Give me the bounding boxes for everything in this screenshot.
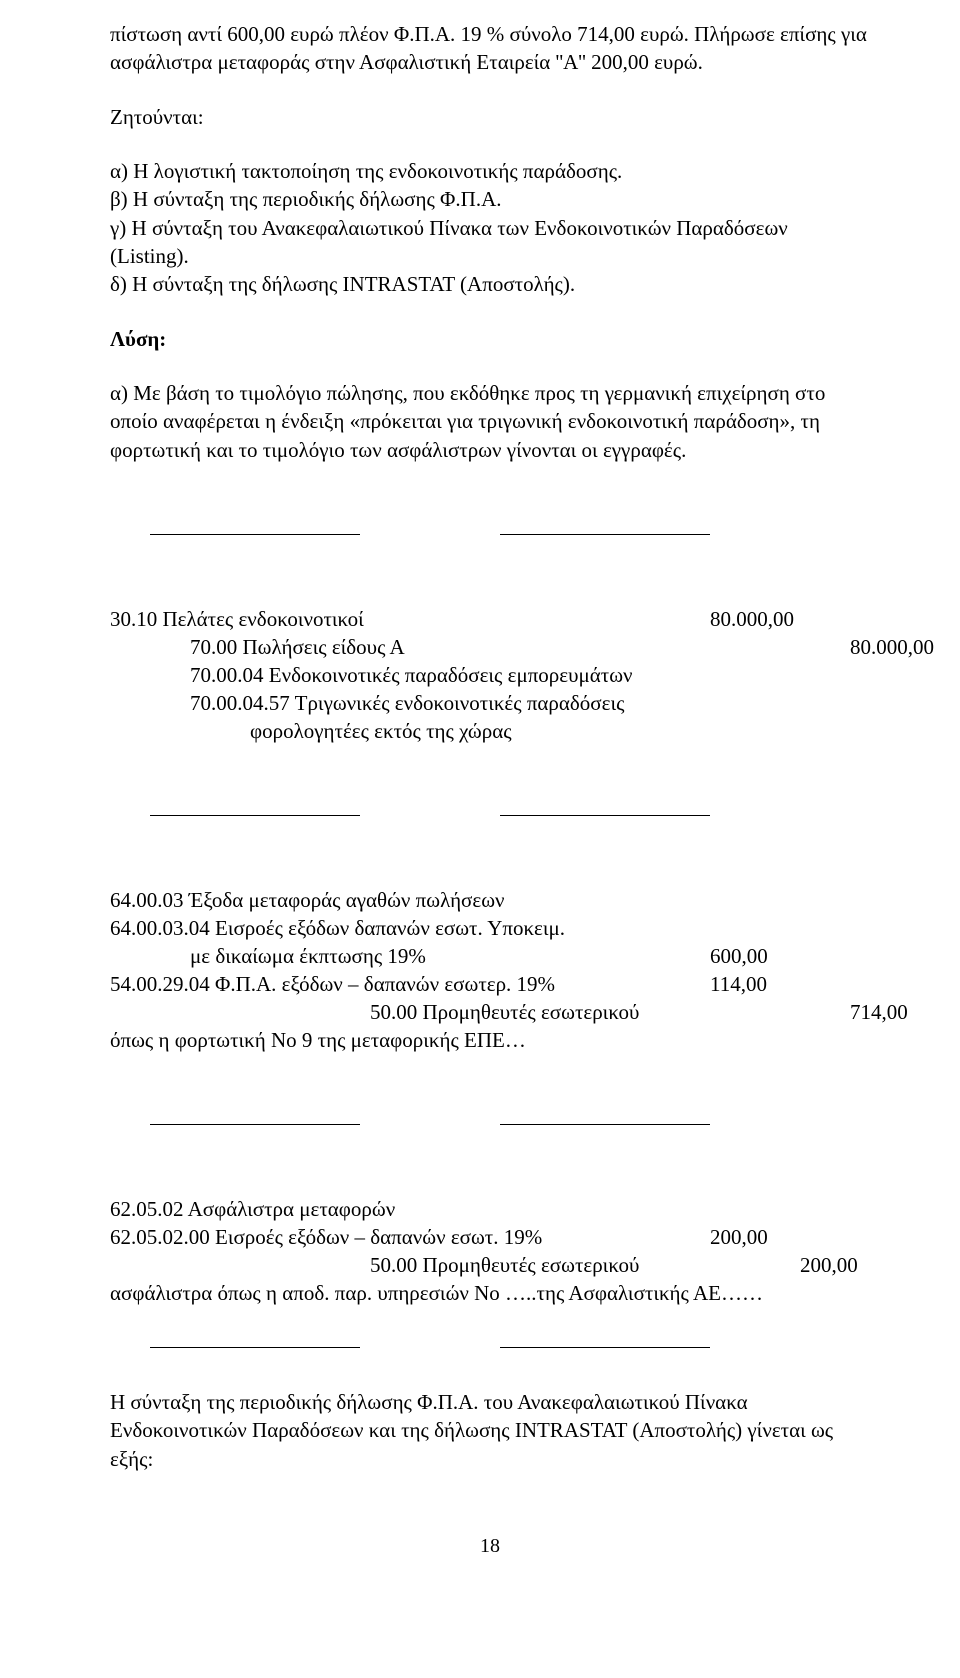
- page-number: 18: [110, 1533, 870, 1560]
- entry-amount-debit: 200,00: [710, 1223, 768, 1251]
- entry-label: 62.05.02.00 Εισροές εξόδων – δαπανών εσω…: [110, 1225, 542, 1249]
- entry-row: 64.00.03.04 Εισροές εξόδων δαπανών εσωτ.…: [110, 914, 870, 942]
- entry-label: 70.00.04 Ενδοκοινοτικές παραδόσεις εμπορ…: [190, 663, 633, 687]
- journal-entry-2: 64.00.03 Έξοδα μεταφοράς αγαθών πωλήσεων…: [110, 886, 870, 1054]
- journal-entry-3: 62.05.02 Ασφάλιστρα μεταφορών 62.05.02.0…: [110, 1195, 870, 1307]
- entry-label: όπως η φορτωτική Νο 9 της μεταφορικής ΕΠ…: [110, 1028, 526, 1052]
- zitountai-list: α) Η λογιστική τακτοποίηση της ενδοκοινο…: [110, 157, 870, 299]
- entry-amount-debit: 80.000,00: [710, 605, 794, 633]
- entry-row: με δικαίωμα έκπτωσης 19% 600,00: [110, 942, 870, 970]
- entry-amount-credit: 80.000,00: [850, 633, 934, 661]
- entry-label: φορολογητέες εκτός της χώρας: [250, 719, 512, 743]
- entry-row: ασφάλιστρα όπως η αποδ. παρ. υπηρεσιών Ν…: [110, 1279, 870, 1307]
- separator-rule: [150, 534, 360, 535]
- entry-label: 54.00.29.04 Φ.Π.Α. εξόδων – δαπανών εσωτ…: [110, 972, 555, 996]
- journal-entry-1: 30.10 Πελάτες ενδοκοινοτικοί 80.000,00 7…: [110, 605, 870, 745]
- entry-label: 30.10 Πελάτες ενδοκοινοτικοί: [110, 607, 364, 631]
- intro-paragraph: πίστωση αντί 600,00 ευρώ πλέον Φ.Π.Α. 19…: [110, 20, 870, 77]
- entry-row: 64.00.03 Έξοδα μεταφοράς αγαθών πωλήσεων: [110, 886, 870, 914]
- entry-row: 62.05.02 Ασφάλιστρα μεταφορών: [110, 1195, 870, 1223]
- entry-amount-credit: 200,00: [800, 1251, 858, 1279]
- separator-rule: [150, 815, 360, 816]
- entry-row: 50.00 Προμηθευτές εσωτερικού 714,00: [110, 998, 870, 1026]
- separator-rule: [500, 815, 710, 816]
- entry-row: 70.00.04 Ενδοκοινοτικές παραδόσεις εμπορ…: [110, 661, 870, 689]
- separator-rule: [500, 534, 710, 535]
- entry-amount-debit: 600,00: [710, 942, 768, 970]
- entry-amount-credit: 714,00: [850, 998, 908, 1026]
- zitountai-item: β) Η σύνταξη της περιοδικής δήλωσης Φ.Π.…: [110, 185, 870, 213]
- entry-row: 54.00.29.04 Φ.Π.Α. εξόδων – δαπανών εσωτ…: [110, 970, 870, 998]
- entry-row: φορολογητέες εκτός της χώρας: [110, 717, 870, 745]
- zitountai-item: α) Η λογιστική τακτοποίηση της ενδοκοινο…: [110, 157, 870, 185]
- entry-amount-debit: 114,00: [710, 970, 767, 998]
- lysi-paragraph: α) Με βάση το τιμολόγιο πώλησης, που εκδ…: [110, 379, 870, 464]
- entry-label: με δικαίωμα έκπτωσης 19%: [190, 944, 426, 968]
- zitountai-label: Ζητούνται:: [110, 103, 870, 131]
- entry-label: 64.00.03 Έξοδα μεταφοράς αγαθών πωλήσεων: [110, 888, 505, 912]
- entry-label: 70.00.04.57 Τριγωνικές ενδοκοινοτικές πα…: [190, 691, 624, 715]
- entry-row: 50.00 Προμηθευτές εσωτερικού 200,00: [110, 1251, 870, 1279]
- closing-paragraph: Η σύνταξη της περιοδικής δήλωσης Φ.Π.Α. …: [110, 1388, 870, 1473]
- entry-label: ασφάλιστρα όπως η αποδ. παρ. υπηρεσιών Ν…: [110, 1281, 763, 1305]
- separator-pair: [150, 1347, 870, 1348]
- separator-rule: [500, 1347, 710, 1348]
- zitountai-item: δ) Η σύνταξη της δήλωσης INTRASTAT (Αποσ…: [110, 270, 870, 298]
- separator-pair: [150, 1124, 870, 1125]
- entry-row: 70.00 Πωλήσεις είδους Α 80.000,00: [110, 633, 870, 661]
- lysi-label: Λύση:: [110, 325, 870, 353]
- entry-row: 62.05.02.00 Εισροές εξόδων – δαπανών εσω…: [110, 1223, 870, 1251]
- separator-rule: [500, 1124, 710, 1125]
- entry-label: 50.00 Προμηθευτές εσωτερικού: [370, 1253, 639, 1277]
- separator-pair: [150, 534, 870, 535]
- separator-rule: [150, 1347, 360, 1348]
- entry-row: 30.10 Πελάτες ενδοκοινοτικοί 80.000,00: [110, 605, 870, 633]
- entry-label: 50.00 Προμηθευτές εσωτερικού: [370, 1000, 639, 1024]
- separator-pair: [150, 815, 870, 816]
- zitountai-item: γ) Η σύνταξη του Ανακεφαλαιωτικού Πίνακα…: [110, 214, 870, 271]
- entry-label: 62.05.02 Ασφάλιστρα μεταφορών: [110, 1197, 395, 1221]
- separator-rule: [150, 1124, 360, 1125]
- entry-label: 70.00 Πωλήσεις είδους Α: [190, 635, 405, 659]
- entry-row: όπως η φορτωτική Νο 9 της μεταφορικής ΕΠ…: [110, 1026, 870, 1054]
- entry-row: 70.00.04.57 Τριγωνικές ενδοκοινοτικές πα…: [110, 689, 870, 717]
- entry-label: 64.00.03.04 Εισροές εξόδων δαπανών εσωτ.…: [110, 916, 565, 940]
